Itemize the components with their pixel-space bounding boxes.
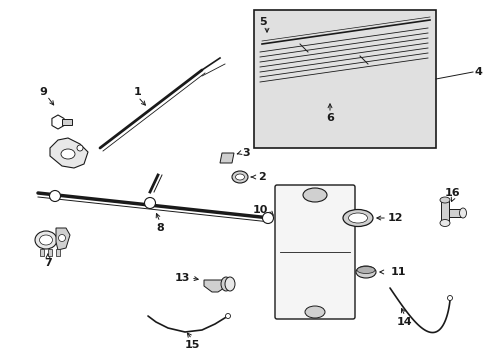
Ellipse shape	[439, 197, 449, 203]
Polygon shape	[56, 249, 60, 256]
Polygon shape	[220, 153, 234, 163]
FancyBboxPatch shape	[274, 185, 354, 319]
Polygon shape	[56, 228, 70, 250]
Circle shape	[447, 296, 451, 301]
Ellipse shape	[61, 149, 75, 159]
Text: 13: 13	[174, 273, 189, 283]
Ellipse shape	[303, 188, 326, 202]
Polygon shape	[48, 249, 52, 256]
Ellipse shape	[35, 231, 57, 249]
Ellipse shape	[221, 277, 230, 291]
Text: 7: 7	[44, 258, 52, 268]
Text: 2: 2	[258, 172, 265, 182]
Text: 9: 9	[39, 87, 47, 97]
Ellipse shape	[342, 210, 372, 226]
Circle shape	[59, 234, 65, 242]
Circle shape	[225, 314, 230, 319]
Text: 15: 15	[184, 340, 199, 350]
Circle shape	[144, 198, 155, 208]
Text: 5: 5	[259, 17, 266, 27]
Ellipse shape	[231, 171, 247, 183]
Polygon shape	[448, 209, 462, 217]
Ellipse shape	[356, 266, 374, 274]
Text: 4: 4	[473, 67, 481, 77]
Ellipse shape	[439, 220, 449, 226]
Ellipse shape	[348, 213, 367, 223]
Ellipse shape	[235, 174, 244, 180]
Ellipse shape	[40, 235, 52, 245]
Text: 14: 14	[396, 317, 412, 327]
Text: 16: 16	[444, 188, 460, 198]
Polygon shape	[40, 249, 44, 256]
Circle shape	[262, 212, 273, 224]
Text: 6: 6	[325, 113, 333, 123]
Circle shape	[77, 145, 83, 151]
Text: 1: 1	[134, 87, 142, 97]
Text: 3: 3	[242, 148, 249, 158]
Ellipse shape	[305, 306, 325, 318]
Polygon shape	[440, 200, 448, 223]
Polygon shape	[62, 119, 72, 125]
Circle shape	[49, 190, 61, 202]
Bar	[253, 10, 435, 148]
Text: 11: 11	[389, 267, 405, 277]
Ellipse shape	[459, 208, 466, 218]
Ellipse shape	[355, 266, 375, 278]
Polygon shape	[52, 115, 64, 129]
Polygon shape	[203, 280, 224, 292]
Text: 12: 12	[386, 213, 402, 223]
Text: 10: 10	[252, 205, 267, 215]
Text: 8: 8	[156, 223, 163, 233]
Ellipse shape	[224, 277, 235, 291]
Polygon shape	[50, 138, 88, 168]
